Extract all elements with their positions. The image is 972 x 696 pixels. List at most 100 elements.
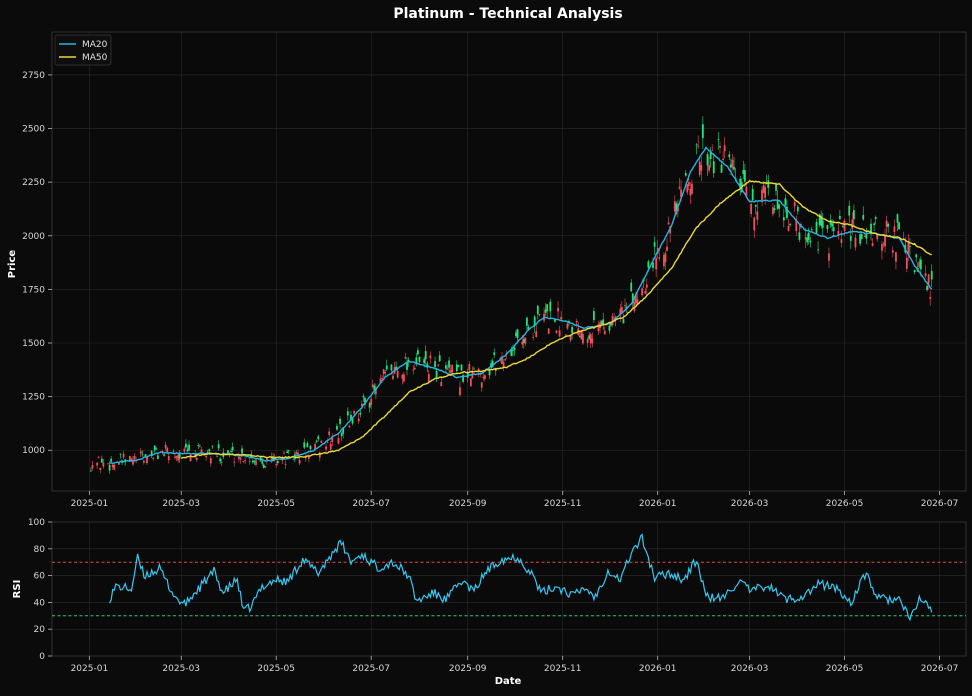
candle-body (110, 458, 113, 462)
candle (560, 310, 563, 321)
candle-body (342, 427, 345, 434)
candle-body (197, 445, 200, 447)
candle-body (820, 215, 823, 226)
candle-body (684, 172, 687, 176)
candle (315, 439, 318, 444)
candle-body (128, 455, 131, 461)
price-y-tick-5: 2250 (22, 178, 45, 188)
price-x-tick-2: 2025-05 (257, 499, 295, 509)
candle-body (510, 348, 513, 356)
candle (460, 364, 463, 371)
candle (306, 441, 309, 448)
candle-body (163, 454, 166, 456)
candle-body (719, 145, 721, 148)
candle-body (174, 456, 176, 458)
candle-body (876, 234, 879, 240)
candle-body (828, 253, 830, 261)
candle-body (796, 206, 799, 212)
candle (862, 206, 865, 221)
candle (907, 233, 910, 262)
candle-body (592, 311, 595, 320)
candle-body (860, 234, 863, 239)
candle-body (402, 374, 405, 382)
candle-body (360, 403, 363, 407)
candle (795, 215, 798, 237)
candle-body (462, 375, 464, 382)
candle (728, 151, 731, 161)
candle-body (786, 206, 788, 218)
candle (340, 431, 343, 441)
candle-body (526, 317, 528, 326)
candle (870, 218, 872, 241)
candle-body (619, 308, 622, 315)
candle-body (706, 154, 709, 166)
candle (666, 238, 668, 252)
candle (619, 303, 622, 323)
candle-body (729, 164, 732, 168)
candle (163, 453, 166, 457)
candle-body (675, 203, 678, 214)
rsi-y-tick-3: 60 (34, 572, 46, 582)
candle (871, 238, 874, 247)
candle (150, 450, 153, 458)
candle (588, 332, 591, 340)
candle-body (887, 223, 890, 227)
candle (673, 195, 676, 214)
candle (664, 250, 667, 270)
candle (544, 303, 547, 316)
candle-body (549, 301, 552, 312)
candle (209, 456, 212, 467)
candle-body (722, 158, 724, 161)
rsi-x-axis-label: Date (495, 676, 522, 687)
candle-body (457, 364, 460, 367)
candle-body (396, 370, 399, 378)
candle-body (680, 189, 682, 198)
candle-body (385, 365, 388, 370)
candle (175, 455, 178, 462)
price-panel: 1000 1250 1500 1750 2000 2250 2500 2750 2025-01… (7, 31, 967, 509)
candle-body (566, 323, 569, 329)
candle (810, 226, 813, 232)
candle-body (586, 339, 589, 343)
rsi-x-tick-1: 2025-03 (162, 664, 200, 674)
rsi-y-tick-2: 40 (34, 598, 46, 608)
candle (641, 286, 644, 297)
moving-average-lines (109, 146, 933, 465)
rsi-x-tick-7: 2026-03 (731, 664, 769, 674)
candle-body (445, 365, 447, 369)
candle (368, 401, 371, 413)
candle (102, 458, 105, 469)
candle (239, 457, 242, 464)
candle (325, 443, 327, 454)
candle (390, 363, 393, 373)
candle-body (227, 450, 229, 455)
candle (404, 352, 407, 360)
candle-body (622, 319, 625, 324)
candle (482, 373, 485, 381)
candle-body (326, 442, 329, 443)
price-x-tick-1: 2025-03 (162, 499, 200, 509)
price-y-tick-2: 1500 (22, 339, 45, 349)
candle-body (743, 170, 746, 182)
candle-body (418, 356, 421, 362)
candle (406, 357, 408, 376)
candle-body (132, 460, 134, 465)
candle (571, 324, 573, 340)
candle (328, 427, 331, 438)
candle-body (317, 436, 320, 440)
candle-body (479, 374, 482, 375)
candle-body (731, 159, 734, 168)
candle (283, 450, 285, 455)
candle (510, 346, 513, 357)
rsi-y-tick-0: 0 (39, 652, 45, 662)
candle (636, 292, 639, 306)
price-x-tick-4: 2025-09 (449, 499, 487, 509)
candle-body (631, 293, 634, 304)
candle-body (645, 284, 648, 288)
candle-body (423, 359, 426, 364)
candle-body (406, 362, 408, 370)
candle-body (216, 455, 218, 457)
candle (700, 156, 703, 182)
candle (186, 445, 189, 452)
candle (695, 143, 698, 155)
